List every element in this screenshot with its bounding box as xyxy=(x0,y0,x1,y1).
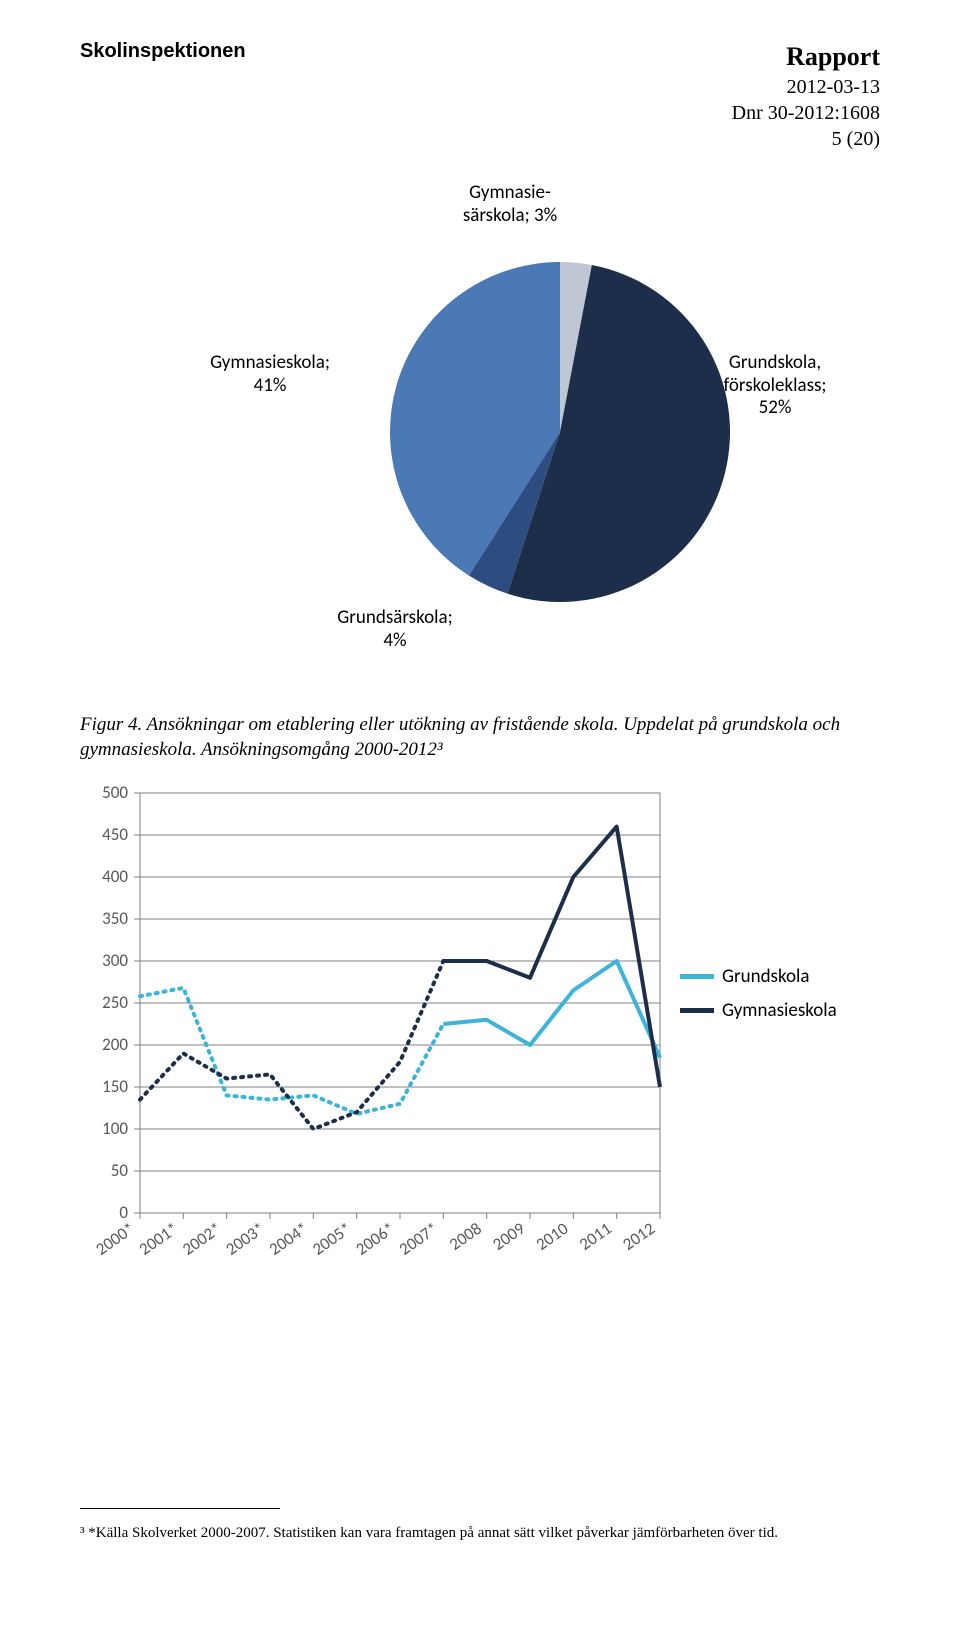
legend-label: Gymnasieskola xyxy=(722,999,837,1022)
svg-text:2000*: 2000* xyxy=(92,1218,139,1260)
footnote-rule xyxy=(80,1508,280,1509)
svg-text:350: 350 xyxy=(102,908,128,929)
svg-text:2005*: 2005* xyxy=(308,1218,355,1260)
series-line xyxy=(443,827,660,1087)
org-name: Skolinspektionen xyxy=(80,40,246,63)
svg-text:2009: 2009 xyxy=(489,1218,530,1255)
pie-label: Gymnasie-särskola; 3% xyxy=(450,182,570,228)
header-meta: Rapport 2012-03-13 Dnr 30-2012:1608 5 (2… xyxy=(732,40,880,152)
legend-label: Grundskola xyxy=(722,965,809,988)
svg-text:300: 300 xyxy=(102,950,128,971)
svg-text:2010: 2010 xyxy=(532,1218,573,1255)
svg-text:500: 500 xyxy=(102,783,128,803)
svg-text:2006*: 2006* xyxy=(352,1218,399,1260)
report-dnr: Dnr 30-2012:1608 xyxy=(732,100,880,126)
figure-caption: Figur 4. Ansökningar om etablering eller… xyxy=(80,712,880,763)
svg-text:400: 400 xyxy=(102,866,128,887)
svg-text:150: 150 xyxy=(102,1076,128,1097)
report-date: 2012-03-13 xyxy=(732,74,880,100)
series-line xyxy=(140,988,443,1114)
svg-text:50: 50 xyxy=(111,1160,129,1181)
svg-text:450: 450 xyxy=(102,824,128,845)
svg-text:2008: 2008 xyxy=(445,1218,485,1255)
pie-label: Gymnasieskola;41% xyxy=(190,352,350,398)
footnote: ³ *Källa Skolverket 2000-2007. Statistik… xyxy=(80,1524,880,1544)
pie-label: Grundsärskola;4% xyxy=(320,607,470,653)
svg-text:2002*: 2002* xyxy=(178,1218,225,1260)
series-line xyxy=(443,961,660,1058)
line-chart: 0501001502002503003504004505002000*2001*… xyxy=(80,783,840,1348)
svg-text:2011: 2011 xyxy=(575,1218,615,1255)
page: Skolinspektionen Rapport 2012-03-13 Dnr … xyxy=(0,0,960,1630)
pie-chart: Gymnasie-särskola; 3%Grundskola,förskole… xyxy=(130,182,830,702)
report-page: 5 (20) xyxy=(732,126,880,152)
svg-text:100: 100 xyxy=(102,1118,128,1139)
svg-text:250: 250 xyxy=(102,992,128,1013)
line-chart-svg: 0501001502002503003504004505002000*2001*… xyxy=(80,783,840,1343)
chart-legend: Grundskola Gymnasieskola xyxy=(680,965,837,1022)
pie-label: Grundskola,förskoleklass;52% xyxy=(700,352,850,420)
svg-text:200: 200 xyxy=(102,1034,128,1055)
page-header: Skolinspektionen Rapport 2012-03-13 Dnr … xyxy=(80,40,880,152)
svg-text:2007*: 2007* xyxy=(395,1218,442,1260)
svg-text:2001*: 2001* xyxy=(135,1218,182,1260)
svg-text:2012: 2012 xyxy=(619,1218,659,1255)
svg-text:2004*: 2004* xyxy=(265,1218,312,1260)
pie-svg xyxy=(380,252,740,612)
svg-text:2003*: 2003* xyxy=(222,1218,269,1260)
report-title: Rapport xyxy=(732,40,880,74)
